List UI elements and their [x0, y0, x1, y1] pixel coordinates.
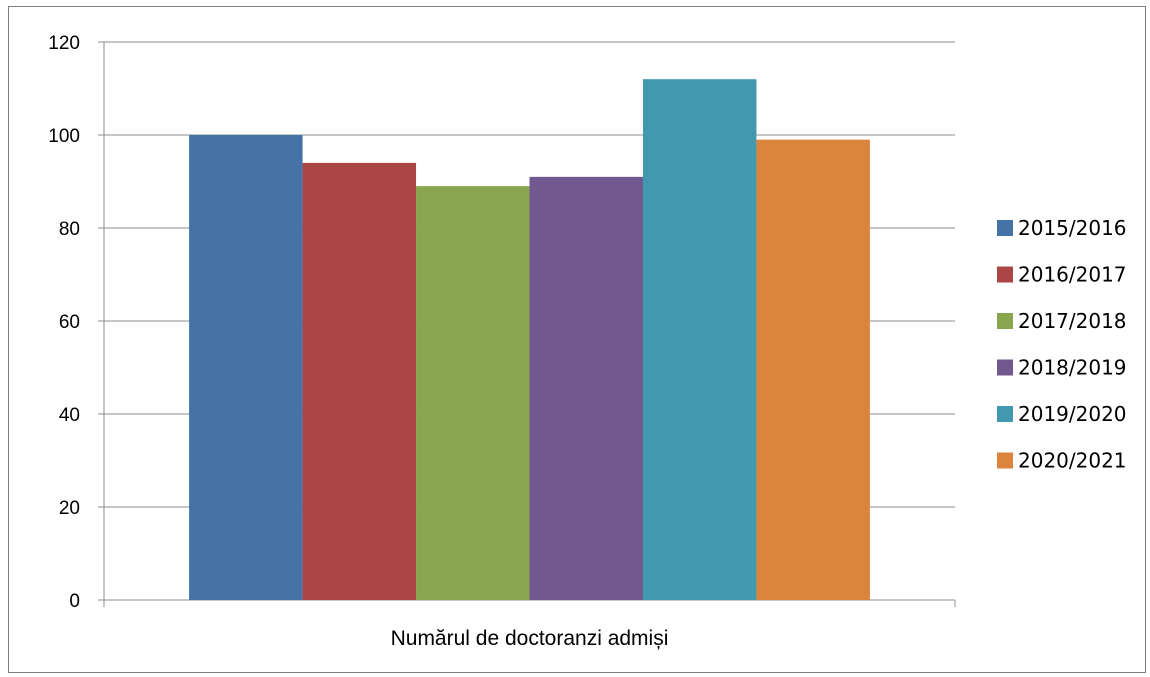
bar-2015-2016 [189, 135, 303, 600]
x-category-labels: Numărul de doctoranzi admiși [391, 627, 669, 650]
legend-label: 2017/2018 [1018, 309, 1127, 333]
legend-swatch [997, 266, 1013, 283]
y-tick-label: 0 [69, 591, 80, 612]
bars [189, 79, 870, 600]
legend-swatch [997, 220, 1013, 236]
y-tick-labels: 0 20 40 60 80 100 120 [48, 33, 80, 612]
bar-2019-2020 [642, 79, 757, 600]
legend-label: 2016/2017 [1018, 263, 1127, 287]
y-tick-label: 20 [59, 498, 80, 519]
y-tick-label: 80 [59, 219, 80, 240]
bar-2016-2017 [302, 162, 417, 600]
legend-label: 2019/2020 [1018, 402, 1127, 426]
y-tick-label: 100 [48, 126, 80, 147]
x-category-label: Numărul de doctoranzi admiși [391, 627, 669, 650]
legend-swatch [997, 359, 1013, 376]
legend-swatch [997, 452, 1013, 469]
legend-label: 2015/2016 [1018, 216, 1127, 240]
y-tick-label: 120 [48, 33, 80, 54]
legend-label: 2018/2019 [1018, 356, 1127, 380]
y-tick-label: 60 [59, 312, 80, 333]
bar-2020-2021 [756, 139, 870, 600]
legend-swatch [997, 313, 1013, 329]
legend: 2015/2016 2016/2017 2017/2018 2018/2019 2019… [997, 216, 1127, 473]
legend-label: 2020/2021 [1018, 449, 1127, 473]
legend-swatch [997, 406, 1013, 422]
bar-2018-2019 [529, 176, 643, 600]
bar-2017-2018 [416, 186, 530, 600]
y-tick-label: 40 [59, 405, 80, 426]
